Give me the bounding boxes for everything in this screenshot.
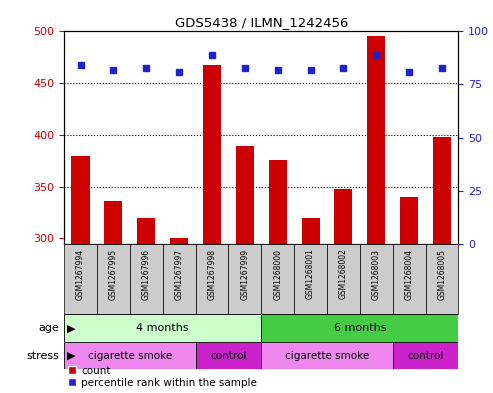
Bar xyxy=(236,146,254,244)
FancyBboxPatch shape xyxy=(228,244,261,314)
FancyBboxPatch shape xyxy=(196,244,228,314)
Bar xyxy=(433,137,451,244)
Text: 4 months: 4 months xyxy=(137,323,189,333)
Text: age: age xyxy=(38,323,59,333)
Text: cigarette smoke: cigarette smoke xyxy=(88,351,172,361)
Title: GDS5438 / ILMN_1242456: GDS5438 / ILMN_1242456 xyxy=(175,16,348,29)
Bar xyxy=(105,201,122,244)
FancyBboxPatch shape xyxy=(130,244,163,314)
Text: stress: stress xyxy=(26,351,59,361)
FancyBboxPatch shape xyxy=(196,342,261,369)
Text: GSM1268002: GSM1268002 xyxy=(339,249,348,299)
Bar xyxy=(302,218,319,244)
FancyBboxPatch shape xyxy=(425,244,458,314)
Text: GSM1267997: GSM1267997 xyxy=(175,249,183,300)
Bar xyxy=(400,197,418,244)
Text: ▶: ▶ xyxy=(67,323,75,333)
Text: GSM1267999: GSM1267999 xyxy=(241,249,249,300)
Text: GSM1267994: GSM1267994 xyxy=(76,249,85,300)
Text: control: control xyxy=(210,351,246,361)
FancyBboxPatch shape xyxy=(393,244,425,314)
Text: GSM1267998: GSM1267998 xyxy=(208,249,216,299)
Text: GSM1268000: GSM1268000 xyxy=(273,249,282,299)
Text: control: control xyxy=(407,351,444,361)
Bar xyxy=(367,36,386,244)
FancyBboxPatch shape xyxy=(64,244,97,314)
Bar xyxy=(71,156,90,244)
FancyBboxPatch shape xyxy=(163,244,196,314)
FancyBboxPatch shape xyxy=(294,244,327,314)
Bar xyxy=(137,218,155,244)
FancyBboxPatch shape xyxy=(64,342,196,369)
FancyBboxPatch shape xyxy=(261,244,294,314)
FancyBboxPatch shape xyxy=(64,314,261,342)
Bar xyxy=(203,64,221,244)
Text: GSM1268003: GSM1268003 xyxy=(372,249,381,299)
FancyBboxPatch shape xyxy=(261,342,393,369)
Text: ▶: ▶ xyxy=(67,351,75,361)
Bar xyxy=(269,160,287,244)
FancyBboxPatch shape xyxy=(393,342,458,369)
Text: GSM1268001: GSM1268001 xyxy=(306,249,315,299)
FancyBboxPatch shape xyxy=(261,314,458,342)
FancyBboxPatch shape xyxy=(327,244,360,314)
Bar xyxy=(334,189,352,244)
FancyBboxPatch shape xyxy=(97,244,130,314)
Text: cigarette smoke: cigarette smoke xyxy=(285,351,369,361)
Text: 6 months: 6 months xyxy=(334,323,386,333)
Text: GSM1268004: GSM1268004 xyxy=(405,249,414,299)
FancyBboxPatch shape xyxy=(360,244,393,314)
Text: GSM1267995: GSM1267995 xyxy=(109,249,118,300)
Bar xyxy=(170,239,188,244)
Legend: count, percentile rank within the sample: count, percentile rank within the sample xyxy=(67,366,257,388)
Text: GSM1268005: GSM1268005 xyxy=(438,249,447,299)
Text: GSM1267996: GSM1267996 xyxy=(142,249,151,300)
